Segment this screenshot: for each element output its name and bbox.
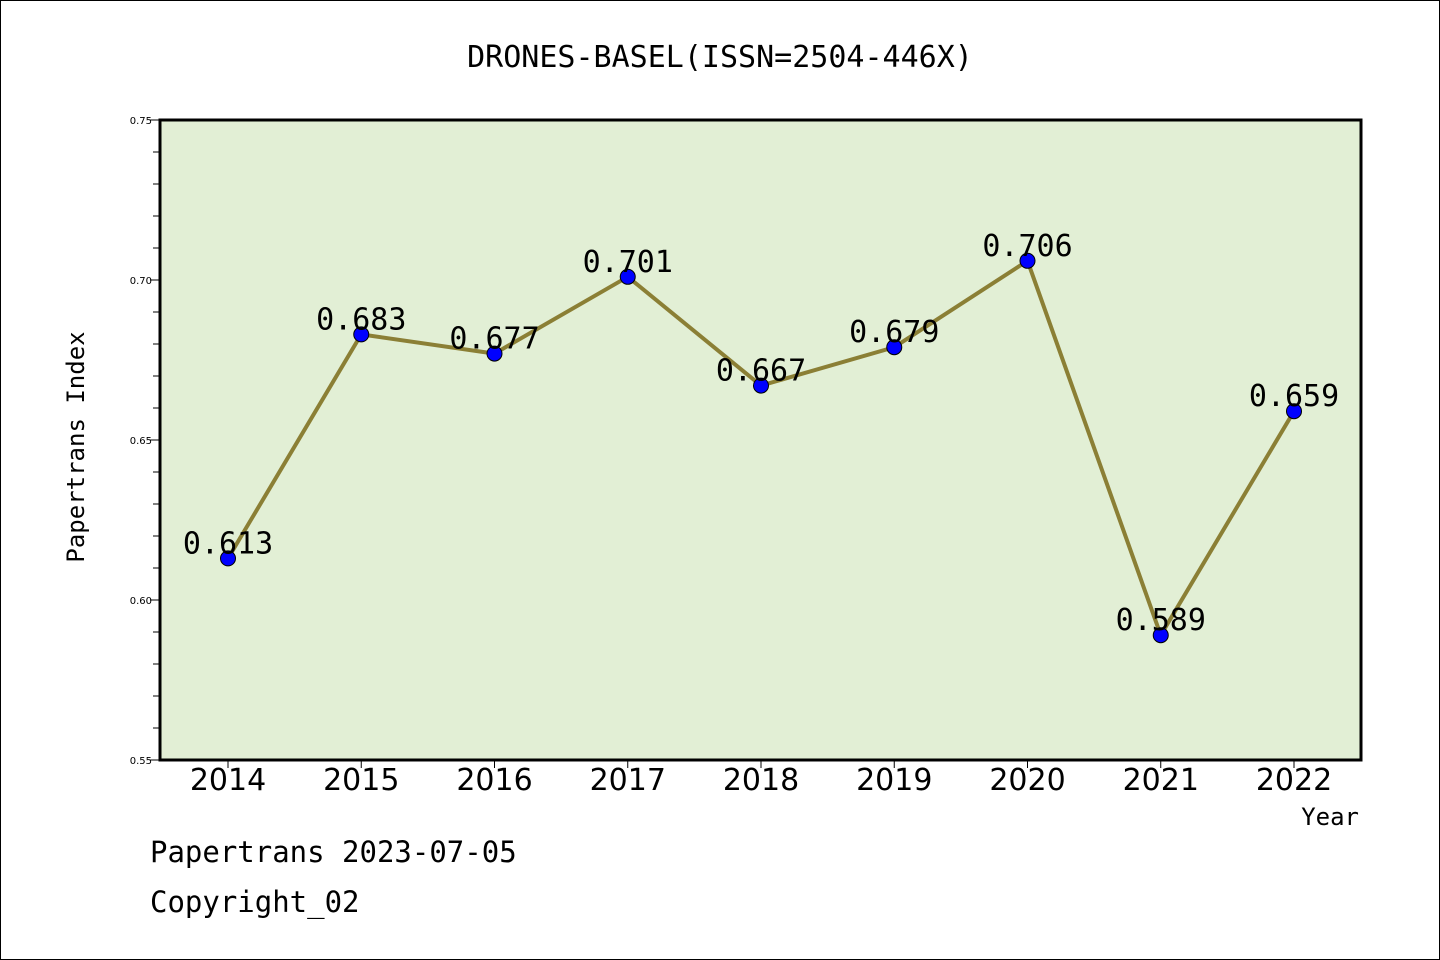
y-tick-label: 0.70 (130, 276, 152, 287)
data-point (486, 345, 503, 362)
data-point (1019, 252, 1036, 269)
data-point (353, 326, 370, 343)
y-axis-label: Papertrans Index (62, 331, 90, 562)
x-tick-label: 2017 (590, 763, 666, 798)
data-label: 0.679 (849, 315, 939, 350)
x-tick-label: 2016 (456, 763, 532, 798)
x-tick-label: 2022 (1256, 763, 1332, 798)
series-papertrans-index (220, 252, 1302, 644)
data-label: 0.667 (716, 354, 806, 389)
x-tick-label: 2018 (723, 763, 799, 798)
data-label: 0.659 (1249, 379, 1339, 414)
x-tick-label: 2020 (989, 763, 1065, 798)
data-label: 0.589 (1116, 603, 1206, 638)
footer-copyright-text: Copyright_02 (150, 885, 360, 919)
x-tick-label: 2021 (1123, 763, 1199, 798)
data-point (1152, 627, 1169, 644)
plot-area (160, 120, 1361, 760)
data-point (886, 339, 903, 356)
data-point (619, 268, 636, 285)
x-tick-label: 2015 (323, 763, 399, 798)
data-label: 0.677 (449, 322, 539, 357)
data-point (220, 550, 236, 567)
x-axis-label: Year (1301, 803, 1359, 831)
data-point (1286, 403, 1302, 420)
data-labels: 0.613 0.683 0.677 0.701 0.667 0.679 0.706 0.589… (183, 229, 1339, 638)
plot-border (158, 118, 1363, 762)
data-label: 0.701 (583, 245, 673, 280)
y-tick-label: 0.60 (130, 596, 152, 607)
x-tick-label: 2014 (190, 763, 266, 798)
y-tick-label: 0.65 (130, 436, 152, 447)
x-tick-label: 2019 (856, 763, 932, 798)
data-label: 0.706 (982, 229, 1072, 264)
chart-title: DRONES-BASEL(ISSN=2504-446X) (467, 40, 973, 75)
y-tick-label: 0.75 (130, 116, 152, 127)
data-point (753, 377, 769, 394)
x-axis-ticks: 2014 2015 2016 2017 2018 2019 2020 2021 2022 (190, 760, 1332, 798)
footer-date-text: Papertrans 2023-07-05 (150, 835, 517, 869)
y-axis-ticks: 0.55 0.60 0.65 0.70 0.75 (130, 116, 160, 767)
data-label: 0.613 (183, 526, 273, 561)
y-tick-label: 0.55 (130, 756, 152, 767)
data-label: 0.683 (316, 302, 406, 337)
